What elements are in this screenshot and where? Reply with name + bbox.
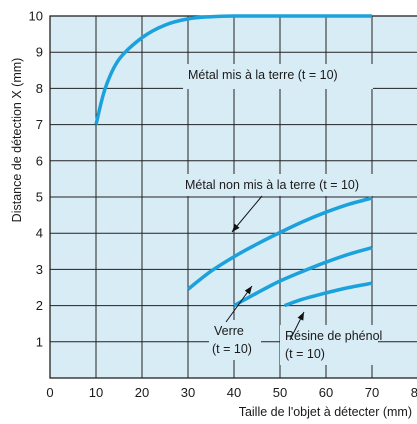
annotation-label: (t = 10) [212, 342, 252, 356]
x-tick-label: 40 [227, 385, 241, 400]
x-tick-label: 0 [46, 385, 53, 400]
y-tick-label: 6 [36, 153, 43, 168]
x-tick-label: 70 [365, 385, 379, 400]
annotation-arrowhead [232, 223, 240, 232]
annotation-arrowhead [297, 312, 304, 321]
axis-titles: Taille de l'objet à détecter (mm) Distanc… [10, 58, 412, 419]
annotation-label: Verre [214, 324, 244, 338]
y-tick-label: 8 [36, 81, 43, 96]
y-tick-label: 3 [36, 262, 43, 277]
y-tick-label: 4 [36, 226, 43, 241]
x-tick-label: 60 [319, 385, 333, 400]
annotation-label: Résine de phénol [285, 329, 382, 343]
annotation-arrowhead [244, 286, 252, 295]
x-tick-label: 10 [89, 385, 103, 400]
curve-metal-ungrounded [186, 196, 373, 291]
curve-phenol-resin [284, 281, 373, 308]
x-tick-label: 20 [135, 385, 149, 400]
curve-glass [233, 246, 373, 308]
series-lines [94, 14, 373, 308]
annotation-background [183, 64, 373, 89]
annotation-background [180, 174, 414, 196]
annotation-label: Métal non mis à la terre (t = 10) [185, 178, 359, 192]
annotations: Métal mis à la terre (t = 10) Métal non m… [180, 64, 414, 365]
y-tick-label: 2 [36, 298, 43, 313]
annotation-background [209, 320, 261, 360]
x-tick-label: 80 [411, 385, 417, 400]
y-tick-label: 10 [29, 9, 43, 24]
x-axis-label: Taille de l'objet à détecter (mm) [239, 405, 412, 419]
x-tick-label: 30 [181, 385, 195, 400]
annotation-label: Métal mis à la terre (t = 10) [188, 68, 338, 82]
tick-labels: 0 10 20 30 40 50 60 70 80 1 2 3 4 5 6 7 8 9 10 [29, 9, 417, 401]
x-tick-label: 50 [273, 385, 287, 400]
annotation-background [280, 325, 378, 365]
y-tick-label: 7 [36, 117, 43, 132]
curve-metal-grounded [94, 14, 372, 126]
annotation-label: (t = 10) [285, 347, 325, 361]
y-tick-label: 9 [36, 45, 43, 60]
y-tick-label: 5 [36, 190, 43, 205]
y-axis-label: Distance de détection X (mm) [10, 58, 24, 223]
y-tick-label: 1 [36, 334, 43, 349]
